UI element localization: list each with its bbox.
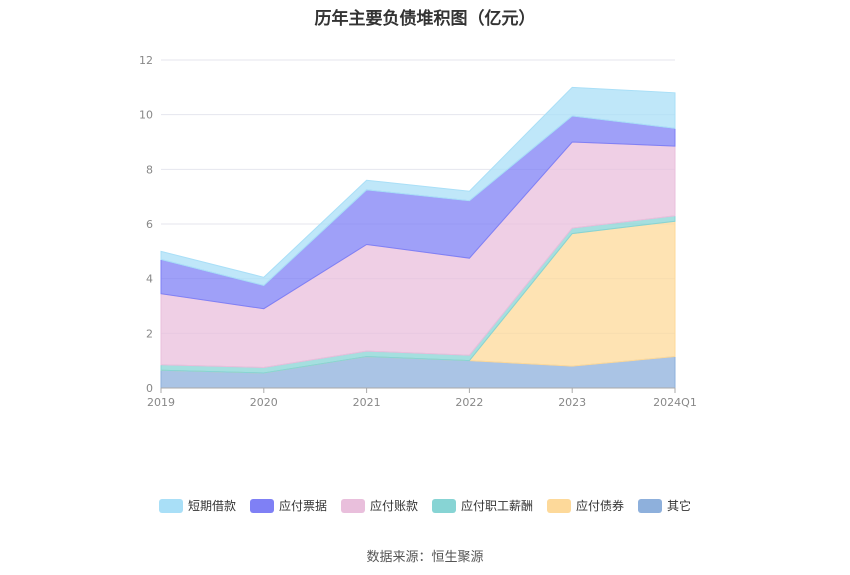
- y-tick-label: 0: [146, 382, 153, 395]
- area-短期借款: [160, 86, 676, 287]
- legend-label: 短期借款: [187, 499, 236, 513]
- legend-item[interactable]: 应付债券: [547, 497, 624, 514]
- stacked-area-chart: 0 2 4 6 8 10 12 2019 2020 2021 2022 2023 2024Q1: [139, 54, 697, 409]
- legend-label: 其它: [667, 499, 692, 513]
- x-tick-label: 2021: [353, 396, 381, 409]
- chart-title: 历年主要负债堆积图（亿元）: [314, 9, 536, 29]
- legend-label: 应付账款: [369, 499, 418, 513]
- x-tick-label: 2023: [558, 396, 586, 409]
- legend-swatch: [158, 498, 183, 513]
- x-tick-label: 2019: [147, 396, 175, 409]
- data-source-note: 数据来源：恒生聚源: [366, 550, 484, 565]
- y-tick-label: 2: [146, 327, 153, 340]
- axes: 2019 2020 2021 2022 2023 2024Q1: [147, 387, 697, 409]
- y-tick-label: 12: [139, 54, 153, 67]
- legend-label: 应付债券: [576, 499, 625, 513]
- x-tick-label: 2020: [250, 396, 278, 409]
- y-tick-label: 4: [146, 273, 153, 286]
- legend-swatch: [249, 498, 274, 513]
- legend-item[interactable]: 短期借款: [158, 497, 236, 514]
- legend-item[interactable]: 应付职工薪酬: [432, 497, 533, 514]
- legend-label: 应付票据: [278, 499, 327, 513]
- legend-item[interactable]: 其它: [638, 497, 691, 514]
- legend-swatch: [547, 498, 572, 513]
- legend-item[interactable]: 应付账款: [340, 497, 418, 514]
- y-tick-label: 6: [146, 218, 153, 231]
- legend-label: 应付职工薪酬: [461, 499, 534, 513]
- y-tick-label: 10: [139, 109, 153, 122]
- chart-legend: 短期借款 应付票据 应付账款 应付职工薪酬 应付债券 其它: [0, 497, 850, 514]
- legend-item[interactable]: 应付票据: [249, 497, 327, 514]
- y-tick-label: 8: [146, 163, 153, 176]
- x-tick-label: 2024Q1: [653, 396, 697, 409]
- x-tick-label: 2022: [455, 396, 483, 409]
- legend-swatch: [340, 498, 365, 513]
- area-series: [160, 86, 676, 389]
- legend-swatch: [638, 498, 663, 513]
- legend-swatch: [432, 498, 456, 513]
